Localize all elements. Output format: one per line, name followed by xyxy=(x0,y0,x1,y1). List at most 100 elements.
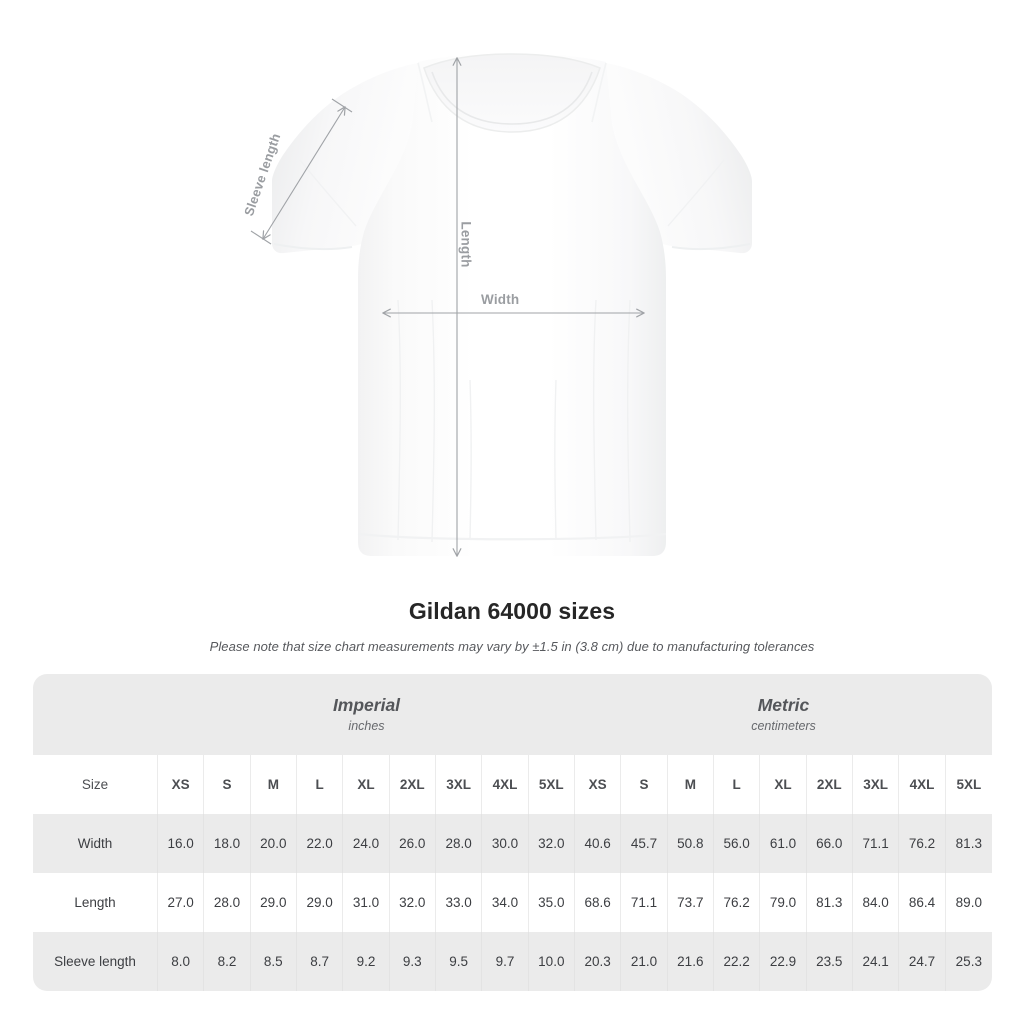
cell-length-metric-5xl: 89.0 xyxy=(945,873,993,932)
cell-sleeve-length-imperial-4xl: 9.7 xyxy=(482,932,529,991)
row-label-width: Width xyxy=(33,814,158,873)
cell-sleeve-length-metric-xl: 22.9 xyxy=(760,932,807,991)
cell-width-imperial-xl: 24.0 xyxy=(343,814,390,873)
cell-width-imperial-2xl: 26.0 xyxy=(389,814,436,873)
cell-length-imperial-xs: 27.0 xyxy=(158,873,205,932)
left-shoulder-seam xyxy=(417,62,433,123)
cell-length-metric-2xl: 81.3 xyxy=(806,873,853,932)
sleeve-tick-top xyxy=(331,98,353,113)
cell-length-metric-xs: 68.6 xyxy=(575,873,622,932)
sleeve-tick-bottom xyxy=(250,230,272,245)
size-header-imperial-xl: XL xyxy=(343,755,390,814)
collar-inner-edge xyxy=(431,71,593,125)
measurement-arrows xyxy=(250,57,645,557)
size-header-metric-4xl: 4XL xyxy=(899,755,946,814)
cell-sleeve-length-imperial-m: 8.5 xyxy=(250,932,297,991)
cell-width-metric-2xl: 66.0 xyxy=(806,814,853,873)
size-header-metric-5xl: 5XL xyxy=(945,755,993,814)
size-header-imperial-s: S xyxy=(204,755,251,814)
unit-group-metric: Metric centimeters xyxy=(575,674,993,755)
size-header-metric-s: S xyxy=(621,755,668,814)
table-row: Sleeve length 8.0 8.2 8.5 8.7 9.2 9.3 9.5 9.7 10.… xyxy=(33,932,993,991)
cell-length-metric-3xl: 84.0 xyxy=(852,873,900,932)
cell-width-imperial-xs: 16.0 xyxy=(158,814,205,873)
size-chart-table: Imperial inches Metric centimeters Size X… xyxy=(33,674,993,991)
cell-length-metric-m: 73.7 xyxy=(667,873,714,932)
cell-length-imperial-l: 29.0 xyxy=(296,873,344,932)
cell-sleeve-length-imperial-3xl: 9.5 xyxy=(435,932,483,991)
unit-group-metric-name: Metric xyxy=(757,694,810,715)
cell-width-metric-5xl: 81.3 xyxy=(945,814,993,873)
table-row: Width 16.0 18.0 20.0 22.0 24.0 26.0 28.0 30.0 32.… xyxy=(33,814,993,873)
cell-width-metric-m: 50.8 xyxy=(667,814,714,873)
size-header-imperial-xs: XS xyxy=(158,755,205,814)
cell-length-metric-xl: 79.0 xyxy=(760,873,807,932)
cell-sleeve-length-imperial-xl: 9.2 xyxy=(343,932,390,991)
unit-group-imperial-sub: inches xyxy=(348,719,385,734)
cell-width-metric-s: 45.7 xyxy=(621,814,668,873)
cell-sleeve-length-imperial-s: 8.2 xyxy=(204,932,251,991)
cell-length-imperial-5xl: 35.0 xyxy=(528,873,575,932)
cell-sleeve-length-metric-s: 21.0 xyxy=(621,932,668,991)
cell-sleeve-length-metric-3xl: 24.1 xyxy=(852,932,900,991)
cell-sleeve-length-imperial-2xl: 9.3 xyxy=(389,932,436,991)
cell-length-imperial-s: 28.0 xyxy=(204,873,251,932)
cell-width-imperial-4xl: 30.0 xyxy=(482,814,529,873)
cell-sleeve-length-metric-4xl: 24.7 xyxy=(899,932,946,991)
row-label-length: Length xyxy=(33,873,158,932)
unit-group-imperial: Imperial inches xyxy=(158,674,575,755)
cell-length-imperial-2xl: 32.0 xyxy=(389,873,436,932)
tshirt-diagram: Sleeve length Length Width xyxy=(241,53,752,557)
size-header-imperial-4xl: 4XL xyxy=(482,755,529,814)
fabric-folds xyxy=(299,159,725,543)
cell-length-imperial-4xl: 34.0 xyxy=(482,873,529,932)
size-header-metric-2xl: 2XL xyxy=(806,755,853,814)
size-header-imperial-2xl: 2XL xyxy=(389,755,436,814)
right-shoulder-seam xyxy=(591,62,607,123)
cell-width-metric-l: 56.0 xyxy=(713,814,761,873)
unit-group-imperial-name: Imperial xyxy=(332,694,401,715)
size-chart-table-wrapper: Imperial inches Metric centimeters Size X… xyxy=(33,674,993,991)
cell-width-metric-4xl: 76.2 xyxy=(899,814,946,873)
shirt-body xyxy=(358,54,666,556)
cell-width-imperial-5xl: 32.0 xyxy=(528,814,575,873)
size-header-label: Size xyxy=(33,755,158,814)
tolerance-note: Please note that size chart measurements… xyxy=(209,639,815,654)
cell-width-imperial-m: 20.0 xyxy=(250,814,297,873)
size-header-metric-l: L xyxy=(713,755,761,814)
chart-header: Gildan 64000 sizes Please note that size… xyxy=(0,598,1024,654)
unit-group-metric-sub: centimeters xyxy=(751,719,816,734)
size-header-metric-xl: XL xyxy=(760,755,807,814)
cell-length-metric-l: 76.2 xyxy=(713,873,761,932)
size-header-metric-m: M xyxy=(667,755,714,814)
cell-sleeve-length-metric-m: 21.6 xyxy=(667,932,714,991)
cell-length-imperial-xl: 31.0 xyxy=(343,873,390,932)
unit-group-row: Imperial inches Metric centimeters xyxy=(33,674,993,755)
collar xyxy=(423,53,601,133)
cell-width-imperial-s: 18.0 xyxy=(204,814,251,873)
size-header-metric-xs: XS xyxy=(575,755,622,814)
cell-sleeve-length-imperial-xs: 8.0 xyxy=(158,932,205,991)
size-header-imperial-5xl: 5XL xyxy=(528,755,575,814)
size-header-imperial-l: L xyxy=(296,755,344,814)
cell-sleeve-length-metric-2xl: 23.5 xyxy=(806,932,853,991)
size-header-row: Size XS S M L XL 2XL 3XL 4XL 5XL XS S M L XL 2XL 3XL 4XL 5… xyxy=(33,755,993,814)
cell-length-metric-s: 71.1 xyxy=(621,873,668,932)
cell-sleeve-length-metric-l: 22.2 xyxy=(713,932,761,991)
left-sleeve-hem xyxy=(273,243,353,251)
right-sleeve-hem xyxy=(671,243,751,251)
cell-sleeve-length-imperial-5xl: 10.0 xyxy=(528,932,575,991)
cell-width-imperial-l: 22.0 xyxy=(296,814,344,873)
cell-width-imperial-3xl: 28.0 xyxy=(435,814,483,873)
size-header-imperial-3xl: 3XL xyxy=(435,755,483,814)
cell-sleeve-length-metric-5xl: 25.3 xyxy=(945,932,993,991)
cell-sleeve-length-metric-xs: 20.3 xyxy=(575,932,622,991)
unit-group-spacer xyxy=(33,674,158,755)
cell-width-metric-3xl: 71.1 xyxy=(852,814,900,873)
cell-length-metric-4xl: 86.4 xyxy=(899,873,946,932)
cell-length-imperial-m: 29.0 xyxy=(250,873,297,932)
size-header-imperial-m: M xyxy=(250,755,297,814)
shirt-silhouette xyxy=(272,53,752,556)
tshirt-illustration xyxy=(250,53,752,557)
cell-width-metric-xs: 40.6 xyxy=(575,814,622,873)
